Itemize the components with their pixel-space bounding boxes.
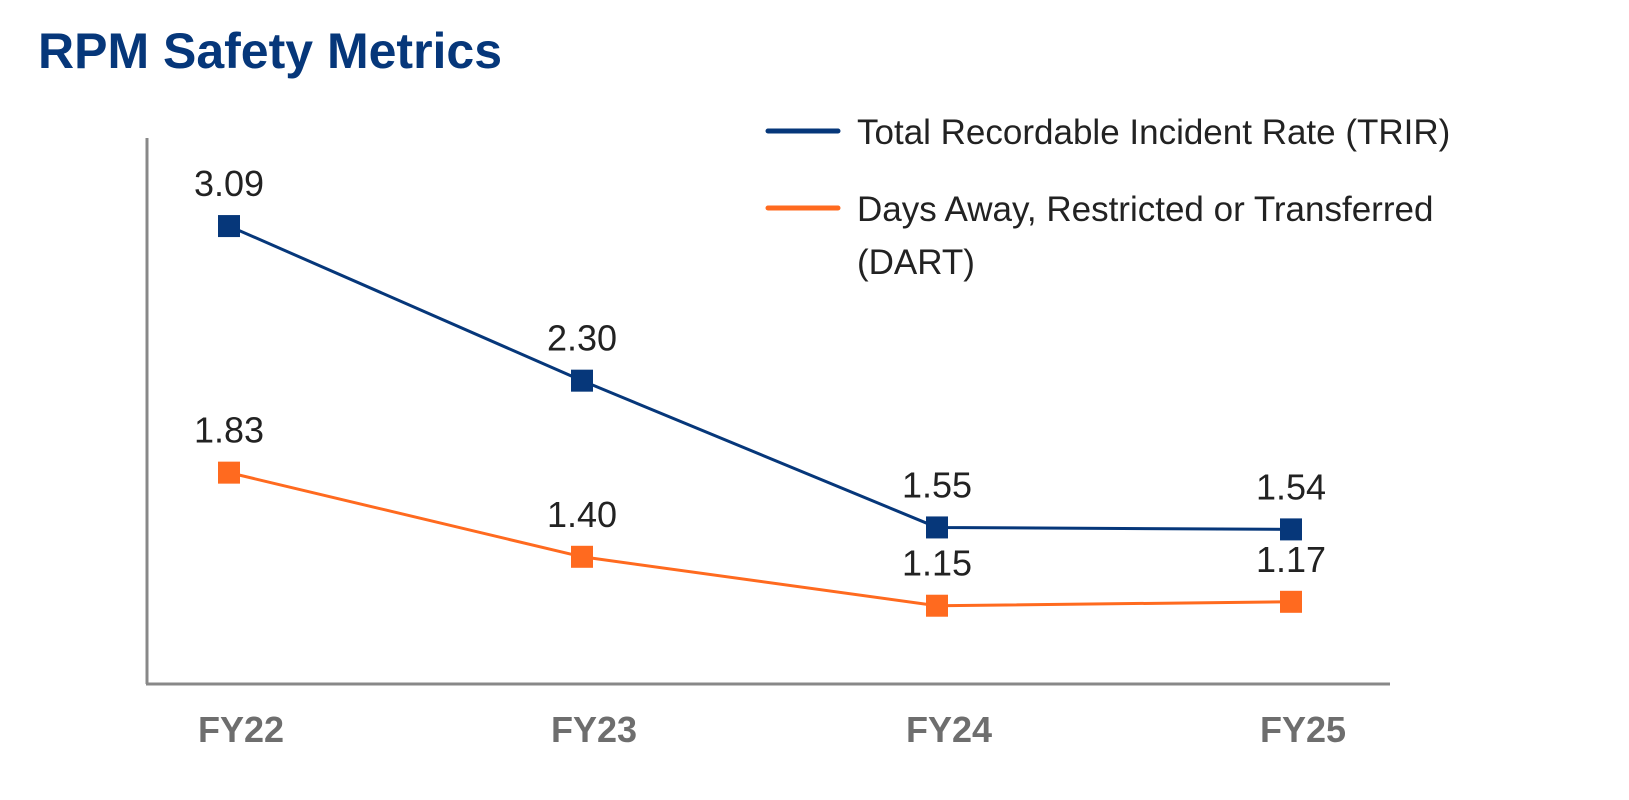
data-label: 2.30 [547, 318, 617, 359]
data-point-marker [571, 545, 593, 568]
legend-label-dart-line1: Days Away, Restricted or Transferred [857, 190, 1433, 229]
data-label: 1.83 [194, 410, 264, 451]
legend-label-dart-line2: (DART) [857, 243, 975, 282]
data-label: 1.54 [1256, 466, 1326, 507]
x-tick-label: FY25 [1260, 709, 1346, 750]
data-point-marker [571, 369, 593, 392]
data-label: 1.40 [547, 494, 617, 535]
data-point-marker [1280, 590, 1302, 613]
series-line-trir [228, 224, 1292, 531]
data-label: 1.55 [902, 464, 972, 505]
legend-label-trir: Total Recordable Incident Rate (TRIR) [857, 113, 1450, 152]
legend: Total Recordable Incident Rate (TRIR) Da… [765, 113, 1450, 282]
data-point-marker [1280, 518, 1302, 541]
x-tick-label: FY22 [198, 709, 284, 750]
data-point-marker [926, 516, 948, 539]
data-point-marker [926, 594, 948, 617]
data-label: 1.15 [902, 543, 972, 584]
data-point-marker [218, 461, 240, 484]
x-tick-label: FY24 [906, 709, 992, 750]
series-line-dart [228, 471, 1292, 608]
x-tick-label: FY23 [551, 709, 637, 750]
data-point-marker [218, 215, 240, 238]
data-label: 1.17 [1256, 539, 1326, 580]
data-label: 3.09 [194, 163, 264, 204]
chart-title: RPM Safety Metrics [38, 23, 503, 79]
